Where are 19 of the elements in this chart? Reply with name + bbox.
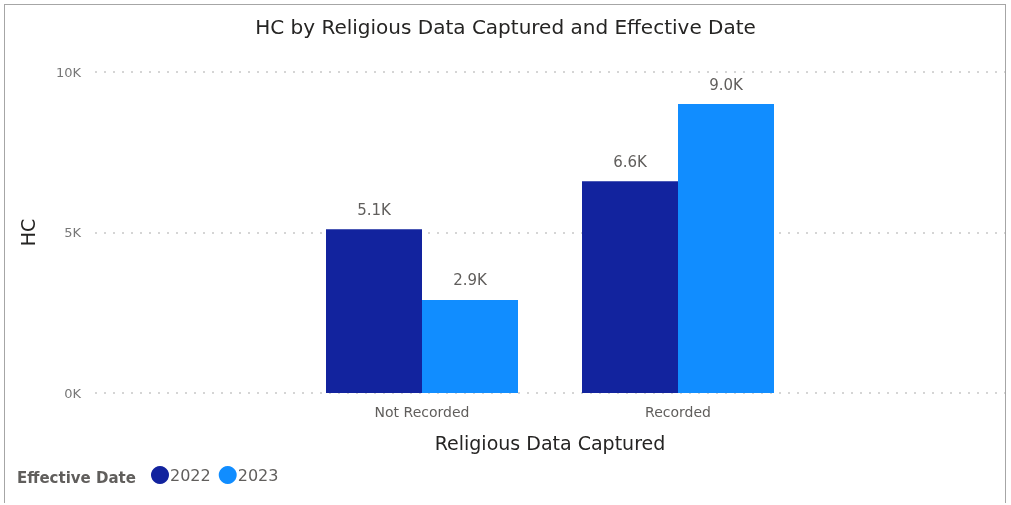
bar [582,181,678,393]
bar [678,104,774,393]
bar [422,299,518,393]
y-axis-title: HC [16,218,39,247]
x-tick-label: Not Recorded [374,404,470,420]
legend-label: 2022 [170,465,211,485]
chart-title: HC by Religious Data Captured and Effective Date [255,15,756,39]
data-label: 2.9K [453,271,488,290]
x-axis-title: Religious Data Captured [434,431,666,454]
bar [326,229,422,393]
y-tick-label: 5K [64,225,82,240]
legend-label: 2023 [237,465,279,485]
y-tick-label: 0K [64,385,82,401]
y-tick-label: 10K [55,64,82,80]
data-label: 6.6K [613,152,648,171]
legend-title: Effective Date [17,468,136,487]
data-label: 9.0K [709,75,744,94]
x-tick-label: Recorded [645,404,711,420]
data-label: 5.1K [357,200,392,219]
